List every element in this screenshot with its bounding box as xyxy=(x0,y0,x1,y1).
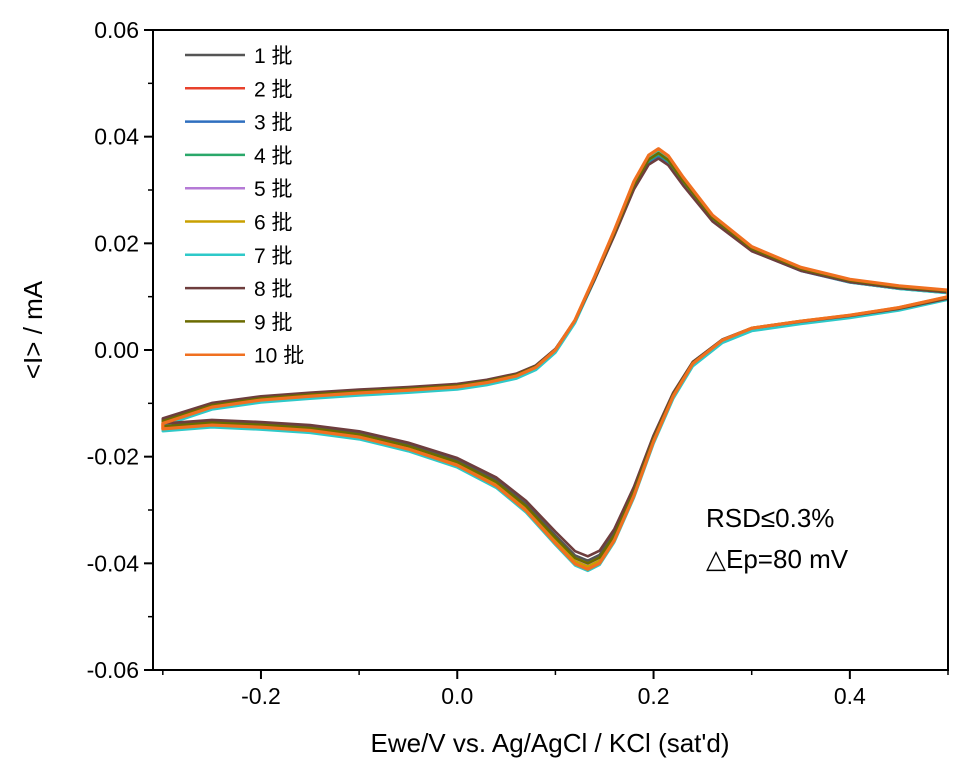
delta-ep-annotation: △Ep=80 mV xyxy=(706,544,849,574)
legend-label: 5 批 xyxy=(254,178,293,201)
legend-label: 6 批 xyxy=(254,212,293,235)
legend-label: 2 批 xyxy=(254,78,293,101)
y-tick-label: 0.00 xyxy=(94,337,139,363)
legend-label: 9 批 xyxy=(254,311,293,334)
legend-label: 3 批 xyxy=(254,112,293,135)
x-tick-label: 0.0 xyxy=(441,683,473,709)
rsd-annotation: RSD≤0.3% xyxy=(706,503,834,533)
x-tick-label: 0.4 xyxy=(834,683,866,709)
x-tick-label: -0.2 xyxy=(241,683,281,709)
legend-label: 4 批 xyxy=(254,145,293,168)
y-tick-label: 0.06 xyxy=(94,17,139,43)
series-curves xyxy=(161,147,948,573)
legend: 1 批 2 批 3 批 4 批 5 批 6 批 7 批 8 批 9 批 10 批 xyxy=(185,45,304,368)
axis-ticks: -0.2 0.0 0.2 0.4 -0.06 -0.04 -0.02 0.00 0.02 0.04… xyxy=(87,17,949,709)
legend-label: 1 批 xyxy=(254,45,293,68)
y-tick-label: -0.02 xyxy=(87,444,139,470)
y-tick-label: 0.02 xyxy=(94,230,139,256)
y-axis-title: <I> / mA xyxy=(18,280,48,379)
y-tick-label: -0.06 xyxy=(87,657,139,683)
x-axis-title: Ewe/V vs. Ag/AgCl / KCl (sat'd) xyxy=(371,728,730,758)
x-tick-label: 0.2 xyxy=(638,683,670,709)
y-tick-label: 0.04 xyxy=(94,124,139,150)
y-tick-label: -0.04 xyxy=(87,550,140,576)
legend-label: 7 批 xyxy=(254,245,293,268)
legend-label: 8 批 xyxy=(254,278,293,301)
series-line-10 xyxy=(161,147,948,571)
legend-label: 10 批 xyxy=(254,345,304,368)
